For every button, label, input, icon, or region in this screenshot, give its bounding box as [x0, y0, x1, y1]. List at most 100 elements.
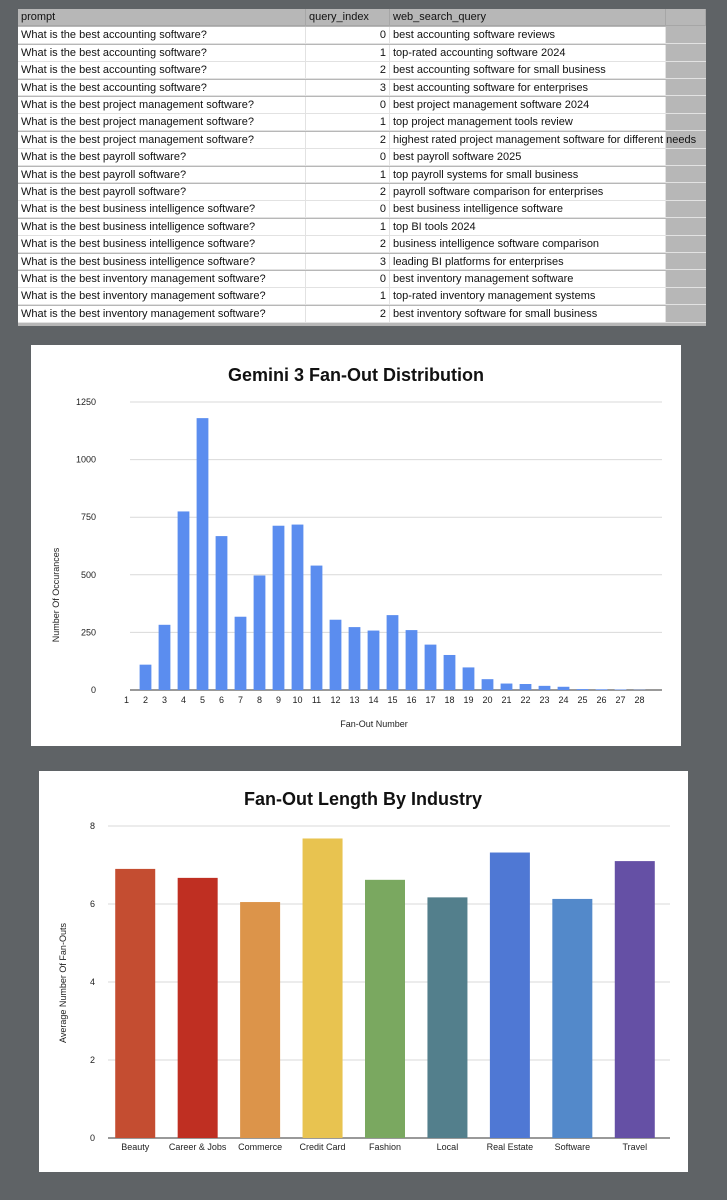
web-search-query-cell[interactable]: best accounting software for enterprises	[390, 79, 666, 97]
prompt-cell[interactable]: What is the best inventory management so…	[18, 288, 306, 306]
web-search-query-cell[interactable]: top payroll systems for small business	[390, 166, 666, 184]
query-index-cell-text: 1	[379, 46, 386, 59]
prompt-cell-text: What is the best project management soft…	[21, 133, 254, 146]
empty-cell[interactable]	[666, 44, 706, 62]
empty-cell[interactable]	[666, 97, 706, 114]
web-search-query-cell[interactable]: best inventory software for small busine…	[390, 305, 666, 323]
web-search-query-cell-text: best project management software 2024	[393, 99, 590, 111]
query-index-cell[interactable]: 0	[306, 201, 390, 219]
empty-cell[interactable]	[666, 62, 706, 80]
web-search-query-cell[interactable]: top-rated inventory management systems	[390, 288, 666, 306]
prompt-cell[interactable]: What is the best payroll software?	[18, 149, 306, 167]
prompt-cell[interactable]: What is the best business intelligence s…	[18, 253, 306, 271]
prompt-cell[interactable]: What is the best accounting software?	[18, 79, 306, 97]
empty-cell[interactable]	[666, 218, 706, 236]
web-search-query-cell[interactable]: top BI tools 2024	[390, 218, 666, 236]
table-row: What is the best business intelligence s…	[18, 236, 706, 254]
web-search-query-cell[interactable]: best accounting software for small busin…	[390, 62, 666, 80]
query-index-cell[interactable]: 0	[306, 97, 390, 114]
query-index-cell[interactable]: 1	[306, 218, 390, 236]
empty-cell[interactable]	[666, 271, 706, 288]
empty-cell[interactable]	[666, 305, 706, 323]
table-row: What is the best accounting software? 2 be…	[18, 62, 706, 80]
web-search-query-cell-text: leading BI platforms for enterprises	[393, 255, 564, 268]
web-search-query-cell[interactable]: payroll software comparison for enterpri…	[390, 184, 666, 201]
prompt-cell[interactable]: What is the best business intelligence s…	[18, 201, 306, 219]
query-index-cell[interactable]: 1	[306, 166, 390, 184]
prompt-cell[interactable]: What is the best accounting software?	[18, 27, 306, 45]
y-tick-label: 4	[90, 977, 95, 987]
x-tick-label: 6	[219, 695, 224, 705]
query-index-cell[interactable]: 2	[306, 62, 390, 80]
query-index-cell[interactable]: 2	[306, 184, 390, 201]
prompt-cell[interactable]: What is the best payroll software?	[18, 184, 306, 201]
x-tick-label: 2	[143, 695, 148, 705]
prompt-cell[interactable]: What is the best business intelligence s…	[18, 236, 306, 254]
empty-cell[interactable]	[666, 149, 706, 167]
web-search-query-cell[interactable]: top project management tools review	[390, 114, 666, 132]
web-search-query-cell[interactable]: best project management software 2024	[390, 97, 666, 114]
query-index-cell[interactable]: 3	[306, 253, 390, 271]
empty-cell[interactable]	[666, 166, 706, 184]
prompt-cell[interactable]: What is the best accounting software?	[18, 62, 306, 80]
query-index-cell[interactable]: 1	[306, 288, 390, 306]
x-tick-label: 11	[312, 695, 321, 705]
web-search-query-cell[interactable]: highest rated project management softwar…	[390, 131, 696, 149]
prompt-cell[interactable]: What is the best project management soft…	[18, 97, 306, 114]
empty-cell[interactable]	[666, 79, 706, 97]
web-search-query-cell[interactable]: best accounting software reviews	[390, 27, 666, 45]
table-row: What is the best business intelligence s…	[18, 218, 706, 236]
table-row: What is the best accounting software? 3 be…	[18, 79, 706, 97]
query-index-cell[interactable]: 0	[306, 271, 390, 288]
prompt-cell-text: What is the best inventory management so…	[21, 290, 266, 303]
query-index-cell[interactable]: 2	[306, 131, 390, 149]
fan-out-distribution-chart-panel: Gemini 3 Fan-Out Distribution Fan-Out Nu…	[31, 345, 681, 746]
column-header[interactable]: web_search_query	[390, 9, 666, 26]
prompt-cell[interactable]: What is the best inventory management so…	[18, 271, 306, 288]
query-index-cell[interactable]: 3	[306, 79, 390, 97]
bar	[386, 615, 399, 690]
bar	[424, 644, 437, 690]
bar	[443, 654, 456, 690]
prompt-cell[interactable]: What is the best business intelligence s…	[18, 218, 306, 236]
y-tick-label: 2	[90, 1055, 95, 1065]
spreadsheet: prompt query_index web_search_query What is…	[18, 9, 706, 326]
prompt-cell[interactable]: What is the best payroll software?	[18, 166, 306, 184]
web-search-query-cell-text: business intelligence software compariso…	[393, 238, 600, 251]
empty-cell[interactable]	[666, 184, 706, 201]
query-index-cell[interactable]: 1	[306, 114, 390, 132]
prompt-cell[interactable]: What is the best inventory management so…	[18, 305, 306, 323]
empty-cell[interactable]	[666, 27, 706, 45]
empty-cell[interactable]	[666, 114, 706, 132]
prompt-cell[interactable]: What is the best accounting software?	[18, 44, 306, 62]
prompt-cell-text: What is the best business intelligence s…	[21, 238, 256, 251]
web-search-query-cell[interactable]: leading BI platforms for enterprises	[390, 253, 666, 271]
x-tick-label: Travel	[622, 1142, 647, 1152]
query-index-cell[interactable]: 1	[306, 44, 390, 62]
empty-cell[interactable]	[666, 288, 706, 306]
empty-cell[interactable]	[666, 201, 706, 219]
column-header[interactable]: prompt	[18, 9, 306, 26]
query-index-cell-text: 0	[379, 151, 386, 164]
web-search-query-cell[interactable]: best inventory management software	[390, 271, 666, 288]
empty-cell[interactable]	[666, 131, 706, 149]
fan-out-length-by-industry-chart: Fan-Out Length By Industry Average Numbe…	[58, 789, 670, 1152]
query-index-cell[interactable]: 0	[306, 149, 390, 167]
web-search-query-cell[interactable]: business intelligence software compariso…	[390, 236, 666, 254]
web-search-query-cell[interactable]: best business intelligence software	[390, 201, 666, 219]
chart-title: Gemini 3 Fan-Out Distribution	[228, 365, 484, 385]
empty-cell[interactable]	[666, 9, 706, 26]
prompt-cell[interactable]: What is the best project management soft…	[18, 114, 306, 132]
query-index-cell[interactable]: 0	[306, 27, 390, 45]
query-index-cell[interactable]: 2	[306, 236, 390, 254]
x-tick-label: 7	[238, 695, 243, 705]
web-search-query-cell[interactable]: top-rated accounting software 2024	[390, 44, 666, 62]
column-header[interactable]: query_index	[306, 9, 390, 26]
query-index-cell[interactable]: 2	[306, 305, 390, 323]
x-tick-label: 26	[596, 695, 606, 705]
web-search-query-cell[interactable]: best payroll software 2025	[390, 149, 666, 167]
bar	[481, 679, 494, 690]
prompt-cell[interactable]: What is the best project management soft…	[18, 131, 306, 149]
empty-cell[interactable]	[666, 253, 706, 271]
empty-cell[interactable]	[666, 236, 706, 254]
